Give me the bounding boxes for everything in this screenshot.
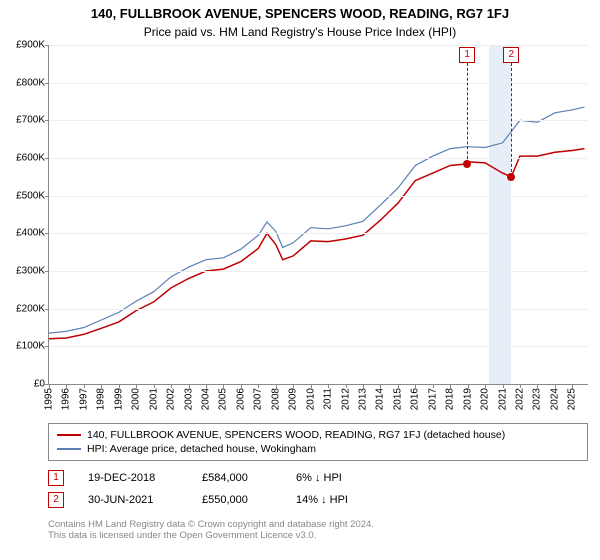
x-tick-label: 2003 (183, 388, 194, 410)
x-tick-label: 1996 (61, 388, 72, 410)
legend: 140, FULLBROOK AVENUE, SPENCERS WOOD, RE… (48, 423, 588, 461)
marker-dot (463, 160, 471, 168)
sales-row: 2 30-JUN-2021 £550,000 14% ↓ HPI (48, 489, 588, 511)
x-tick-label: 2019 (462, 388, 473, 410)
page-title: 140, FULLBROOK AVENUE, SPENCERS WOOD, RE… (0, 0, 600, 21)
series-line-hpi (49, 107, 585, 333)
footer: Contains HM Land Registry data © Crown c… (48, 519, 588, 541)
x-tick-label: 2015 (392, 388, 403, 410)
y-tick-label: £100K (16, 341, 45, 352)
legend-swatch (57, 448, 81, 449)
x-tick-label: 2009 (288, 388, 299, 410)
x-tick-label: 1998 (96, 388, 107, 410)
sales-date: 30-JUN-2021 (88, 494, 178, 506)
x-tick-label: 2025 (567, 388, 578, 410)
sales-table: 1 19-DEC-2018 £584,000 6% ↓ HPI 2 30-JUN-2021… (48, 467, 588, 511)
sales-row: 1 19-DEC-2018 £584,000 6% ↓ HPI (48, 467, 588, 489)
sales-price: £550,000 (202, 494, 272, 506)
x-tick-label: 2005 (218, 388, 229, 410)
x-tick-label: 2016 (410, 388, 421, 410)
x-tick-label: 2001 (148, 388, 159, 410)
footer-line: Contains HM Land Registry data © Crown c… (48, 519, 588, 530)
x-tick-label: 1997 (78, 388, 89, 410)
marker-line (511, 63, 512, 177)
sales-price: £584,000 (202, 472, 272, 484)
legend-swatch (57, 434, 81, 436)
legend-label: 140, FULLBROOK AVENUE, SPENCERS WOOD, RE… (87, 429, 505, 441)
x-tick-label: 2012 (340, 388, 351, 410)
x-tick-label: 1995 (44, 388, 55, 410)
x-tick-label: 2018 (445, 388, 456, 410)
y-tick-label: £400K (16, 228, 45, 239)
x-tick-label: 2006 (235, 388, 246, 410)
x-tick-label: 2014 (375, 388, 386, 410)
marker-label: 2 (503, 47, 519, 63)
marker-dot (507, 173, 515, 181)
x-tick-label: 2023 (532, 388, 543, 410)
plot-svg (49, 45, 588, 384)
sales-marker: 2 (48, 492, 64, 508)
page-subtitle: Price paid vs. HM Land Registry's House … (0, 21, 600, 45)
x-tick-label: 2017 (427, 388, 438, 410)
x-tick-label: 2000 (131, 388, 142, 410)
y-tick-label: £500K (16, 190, 45, 201)
x-tick-label: 2004 (200, 388, 211, 410)
legend-row: 140, FULLBROOK AVENUE, SPENCERS WOOD, RE… (57, 428, 579, 442)
series-line-price_paid (49, 149, 585, 339)
marker-line (467, 63, 468, 164)
sales-marker: 1 (48, 470, 64, 486)
x-tick-label: 1999 (113, 388, 124, 410)
y-tick-label: £700K (16, 115, 45, 126)
x-tick-label: 2013 (357, 388, 368, 410)
x-tick-label: 2011 (323, 388, 334, 410)
y-tick-label: £800K (16, 77, 45, 88)
sales-diff: 6% ↓ HPI (296, 472, 386, 484)
x-tick-label: 2024 (549, 388, 560, 410)
legend-row: HPI: Average price, detached house, Woki… (57, 442, 579, 456)
x-tick-label: 2022 (514, 388, 525, 410)
y-tick-label: £200K (16, 303, 45, 314)
sales-diff: 14% ↓ HPI (296, 494, 386, 506)
marker-label: 1 (459, 47, 475, 63)
y-tick-label: £300K (16, 266, 45, 277)
y-tick-label: £600K (16, 153, 45, 164)
sales-date: 19-DEC-2018 (88, 472, 178, 484)
y-tick-label: £900K (16, 40, 45, 51)
x-tick-label: 2008 (270, 388, 281, 410)
x-tick-label: 2007 (253, 388, 264, 410)
price-chart: £0£100K£200K£300K£400K£500K£600K£700K£80… (48, 45, 588, 385)
x-tick-label: 2002 (166, 388, 177, 410)
x-tick-label: 2010 (305, 388, 316, 410)
footer-line: This data is licensed under the Open Gov… (48, 530, 588, 541)
x-tick-label: 2021 (497, 388, 508, 410)
x-tick-label: 2020 (480, 388, 491, 410)
legend-label: HPI: Average price, detached house, Woki… (87, 443, 316, 455)
